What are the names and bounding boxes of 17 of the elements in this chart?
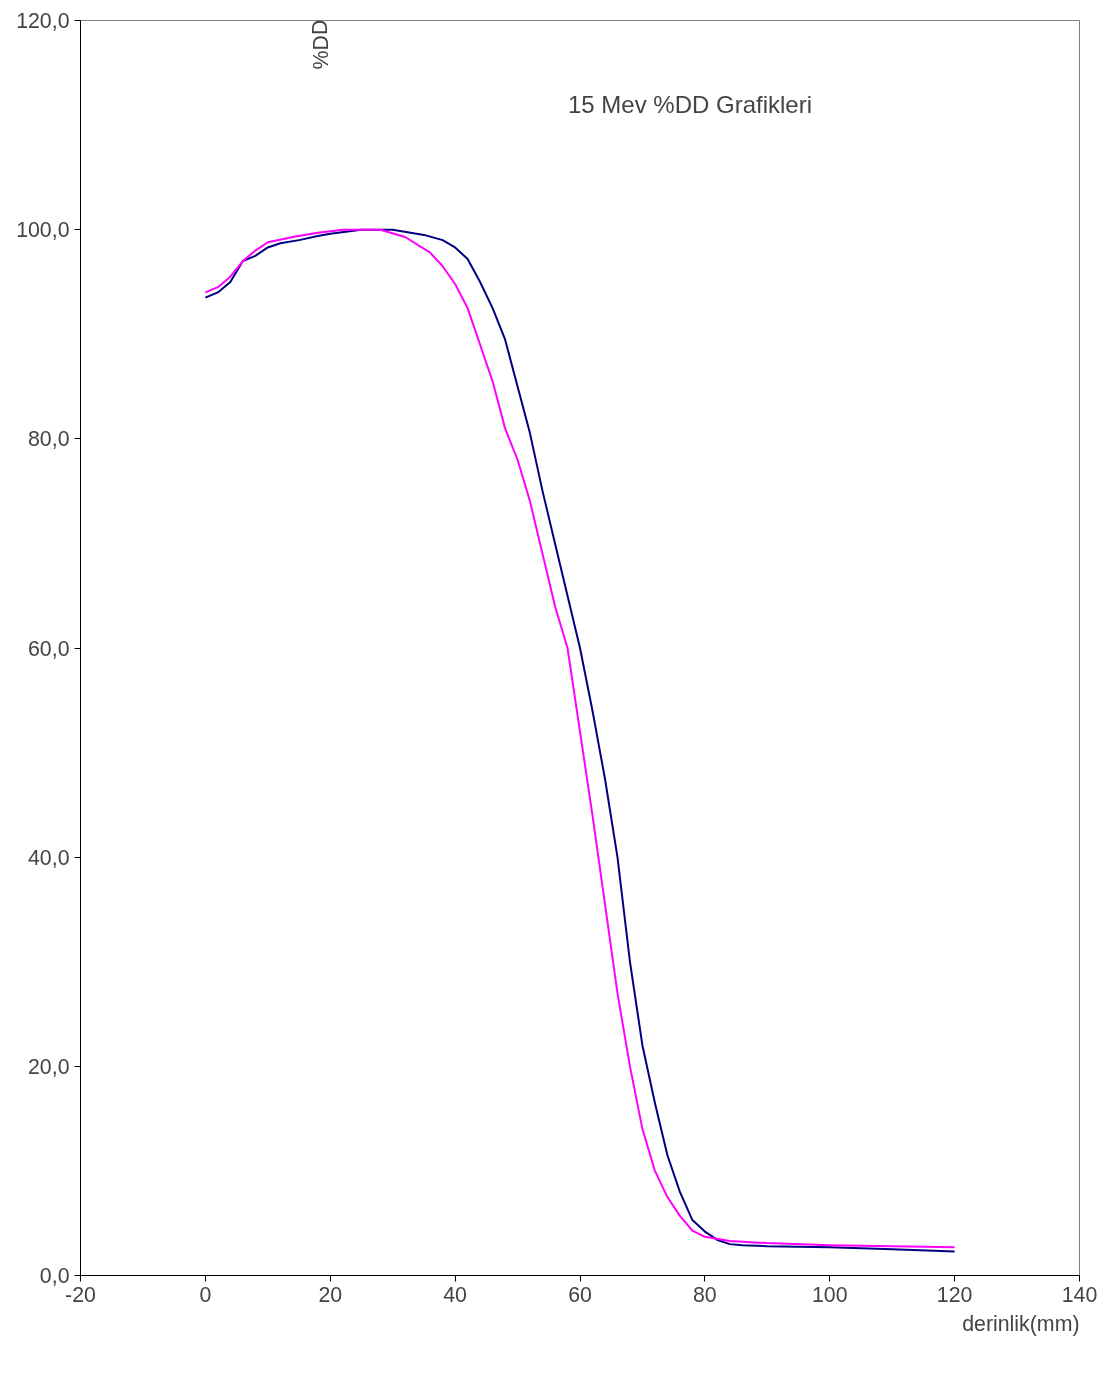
y-tick-label: 80,0 (27, 427, 70, 452)
x-tick-label: 20 (318, 1282, 343, 1307)
text: 15 Mev %DD Grafikleri (567, 91, 813, 118)
x-tick-label: 80 (693, 1282, 717, 1307)
x-axis-title: derinlik(mm) (962, 1311, 1080, 1336)
y-axis-title: %DD (308, 19, 333, 70)
y-tick-label: 40,0 (27, 845, 70, 870)
x-tick-label: 0 (199, 1282, 212, 1307)
x-tick-label: 40 (443, 1282, 468, 1307)
y-tick-label: 100,0 (16, 218, 70, 243)
x-tick-label: 60 (568, 1282, 592, 1307)
x-tick-label: 120 (936, 1282, 973, 1307)
y-tick-label: 60,0 (27, 636, 70, 661)
y-tick-label: 20,0 (27, 1054, 70, 1079)
x-tick-label: 140 (1061, 1282, 1098, 1307)
x-tick-label: 100 (811, 1282, 848, 1307)
y-tick-label: 120,0 (16, 9, 70, 33)
